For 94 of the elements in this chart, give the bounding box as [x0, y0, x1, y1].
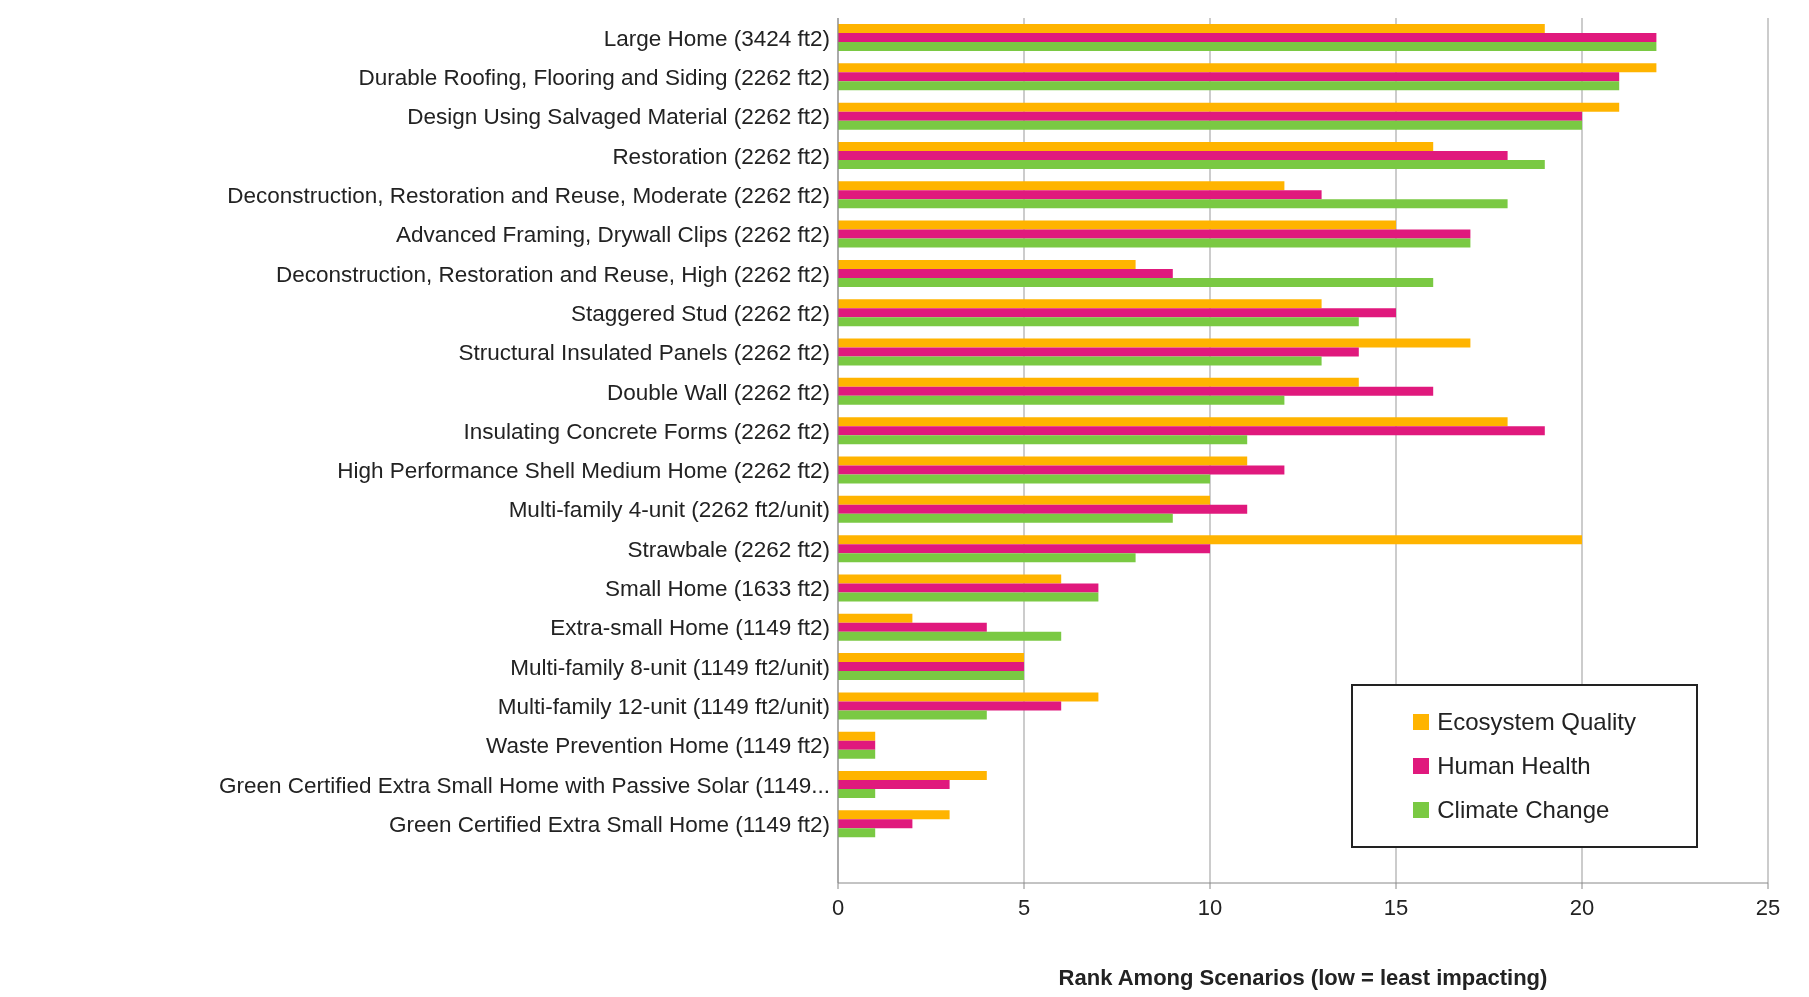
- bar: [838, 120, 1582, 130]
- y-tick-label: Green Certified Extra Small Home (1149 ft2): [388, 812, 830, 838]
- legend-label: Climate Change: [1437, 795, 1610, 825]
- bar: [838, 749, 876, 759]
- bar: [838, 150, 1508, 160]
- x-tick-label: 20: [1569, 894, 1595, 920]
- bar: [838, 574, 1062, 584]
- y-tick-label: Advanced Framing, Drywall Clips (2262 ft2): [396, 222, 830, 248]
- y-tick-label: Durable Roofing, Flooring and Siding (2262 ft2): [358, 64, 830, 90]
- bar: [838, 299, 1322, 309]
- y-tick-label: Staggered Stud (2262 ft2): [571, 300, 830, 326]
- bar: [838, 33, 1657, 42]
- bar: [838, 653, 1024, 663]
- bar: [838, 229, 1471, 239]
- y-tick-label: Structural Insulated Panels (2262 ft2): [458, 340, 830, 366]
- x-tick-label: 5: [1017, 894, 1031, 920]
- bar: [838, 513, 1173, 523]
- bar: [838, 238, 1471, 248]
- y-tick-label: Multi-family 4-unit (2262 ft2/unit): [508, 497, 830, 523]
- bar: [838, 268, 1173, 278]
- bar: [838, 347, 1359, 357]
- bar: [838, 181, 1285, 191]
- bar: [838, 553, 1136, 563]
- bar: [838, 495, 1210, 505]
- bar: [838, 317, 1359, 327]
- x-tick-label: 10: [1197, 894, 1223, 920]
- y-tick-label: High Performance Shell Medium Home (2262 ft2): [337, 458, 830, 484]
- bar: [838, 308, 1396, 318]
- y-tick-label: Multi-family 8-unit (1149 ft2/unit): [510, 654, 830, 680]
- bar: [838, 504, 1248, 514]
- y-tick-label: Design Using Salvaged Material (2262 ft2): [407, 104, 830, 130]
- x-tick-label: 25: [1755, 894, 1781, 920]
- bar: [838, 662, 1024, 672]
- bar: [838, 24, 1545, 33]
- bar: [838, 417, 1508, 427]
- legend-label: Ecosystem Quality: [1437, 707, 1636, 737]
- bar: [838, 671, 1024, 681]
- x-tick-label: 15: [1383, 894, 1409, 920]
- bar: [838, 102, 1620, 112]
- bar: [838, 465, 1285, 475]
- bar: [838, 220, 1396, 230]
- bar: [838, 710, 987, 720]
- bar: [838, 356, 1322, 366]
- y-tick-label: Large Home (3424 ft2): [603, 25, 830, 51]
- y-tick-label: Deconstruction, Restoration and Reuse, High (2262 ft2): [275, 261, 830, 287]
- bar: [838, 435, 1248, 445]
- y-tick-label: Waste Prevention Home (1149 ft2): [486, 733, 830, 759]
- bar: [838, 259, 1136, 269]
- bar: [838, 456, 1248, 466]
- bar: [838, 338, 1471, 348]
- bar: [838, 81, 1620, 91]
- bar: [838, 474, 1210, 484]
- y-tick-label: Strawbale (2262 ft2): [627, 536, 830, 562]
- y-tick-label: Green Certified Extra Small Home with Passive Solar (1149...: [218, 772, 830, 798]
- bar: [838, 190, 1322, 200]
- bar: [838, 692, 1099, 702]
- bar: [838, 622, 987, 632]
- bar: [838, 386, 1434, 396]
- bar: [838, 42, 1657, 51]
- bar: [838, 592, 1099, 602]
- bar: [838, 771, 987, 781]
- legend-label: Human Health: [1437, 751, 1591, 781]
- y-tick-label: Double Wall (2262 ft2): [606, 379, 830, 405]
- y-tick-label: Small Home (1633 ft2): [604, 576, 830, 602]
- bar: [838, 277, 1434, 287]
- bar: [838, 535, 1582, 545]
- bar: [838, 377, 1359, 387]
- bar: [838, 789, 876, 799]
- x-axis-title: Rank Among Scenarios (low = least impacting): [1058, 965, 1548, 990]
- bar: [838, 544, 1210, 554]
- bar: [838, 701, 1062, 711]
- bar: [838, 159, 1545, 169]
- y-tick-label: Deconstruction, Restoration and Reuse, Moderate (2262 ft2): [227, 182, 830, 208]
- bar: [838, 583, 1099, 593]
- bar: [838, 828, 876, 838]
- y-tick-label: Insulating Concrete Forms (2262 ft2): [463, 418, 830, 444]
- bar: [838, 63, 1657, 73]
- bar: [838, 111, 1582, 121]
- bar: [838, 141, 1434, 151]
- y-tick-label: Restoration (2262 ft2): [612, 143, 830, 169]
- bar: [838, 780, 950, 790]
- y-tick-label: Extra-small Home (1149 ft2): [550, 615, 830, 641]
- bar: [838, 810, 950, 820]
- bar: [838, 731, 876, 741]
- bar: [838, 426, 1545, 436]
- bar: [838, 613, 913, 623]
- bar: [838, 395, 1285, 405]
- bar: [838, 631, 1062, 641]
- bar: [838, 819, 913, 829]
- bar: [838, 72, 1620, 82]
- x-tick-label: 0: [831, 894, 845, 920]
- y-tick-label: Multi-family 12-unit (1149 ft2/unit): [497, 694, 830, 720]
- bar: [838, 740, 876, 750]
- bar: [838, 199, 1508, 209]
